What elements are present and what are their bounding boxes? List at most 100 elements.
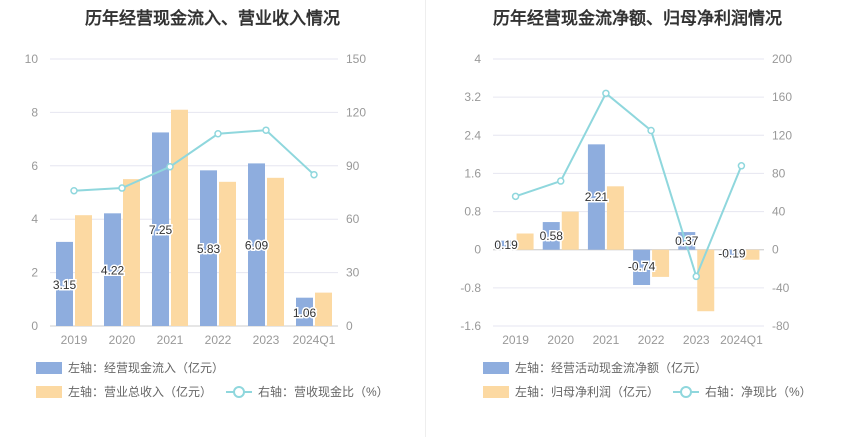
left-tick-label: 10 — [25, 52, 39, 66]
bar-secondary — [75, 215, 92, 326]
left-tick-label: 3.2 — [464, 90, 481, 104]
left-tick-label: 0.8 — [464, 205, 481, 219]
bar-value-label: 3.15 — [53, 278, 77, 292]
bar-primary — [56, 241, 73, 326]
left-tick-label: 8 — [31, 105, 38, 119]
bar-secondary — [652, 249, 670, 277]
x-tick-label: 2024Q1 — [720, 333, 763, 347]
ratio-point — [737, 162, 746, 170]
ratio-line — [73, 129, 315, 192]
bar-secondary — [219, 181, 236, 326]
legend-line-marker — [673, 385, 700, 398]
legend-row-1: 左轴：经营现金流入（亿元） — [36, 359, 238, 376]
legend-label: 右轴：营收现金比（%） — [258, 385, 389, 399]
x-tick-label: 2020 — [547, 333, 574, 347]
right-tick-label: 90 — [346, 159, 360, 173]
bar-secondary — [267, 177, 284, 326]
bar-value-label: 7.25 — [149, 223, 173, 237]
legend-item-net-operating-cash[interactable]: 左轴：经营活动现金流净额（亿元） — [483, 359, 707, 376]
bar-value-label: 6.09 — [245, 239, 269, 253]
legend-row-2: 左轴：营业总收入（亿元） 右轴：营收现金比（%） — [36, 383, 403, 400]
legend-row-1: 左轴：经营活动现金流净额（亿元） — [483, 359, 721, 376]
right-tick-label: -80 — [772, 319, 790, 333]
ratio-point — [310, 170, 318, 179]
bar-secondary — [315, 292, 332, 326]
legend-label: 右轴：净现比（%） — [705, 385, 812, 399]
x-tick-label: 2024Q1 — [293, 333, 336, 347]
legend-swatch — [483, 361, 509, 374]
bar-value-label: -0.19 — [718, 247, 746, 261]
x-tick-label: 2023 — [253, 333, 280, 347]
bar-value-label: 4.22 — [101, 264, 125, 278]
left-tick-label: 2 — [31, 266, 38, 280]
legend-item-net-cash-ratio[interactable]: 右轴：净现比（%） — [673, 383, 812, 400]
x-tick-label: 2023 — [683, 333, 710, 347]
legend-item-revenue[interactable]: 左轴：营业总收入（亿元） — [36, 383, 212, 400]
left-tick-label: 4 — [31, 212, 38, 226]
bar-secondary — [742, 249, 760, 260]
bar-primary — [587, 144, 605, 250]
legend-item-net-profit[interactable]: 左轴：归母净利润（亿元） — [483, 383, 659, 400]
legend-swatch — [36, 385, 62, 398]
right-tick-label: 60 — [346, 212, 360, 226]
ratio-point — [692, 272, 700, 281]
bar-value-label: 0.58 — [540, 229, 564, 243]
bar-value-label: 0.19 — [494, 238, 518, 252]
chart-title: 历年经营现金流净额、归母净利润情况 — [493, 9, 782, 28]
legend-item-revenue-cash-ratio[interactable]: 右轴：营收现金比（%） — [226, 383, 389, 400]
bar-secondary — [697, 249, 715, 312]
chart-panel-cashflow-revenue: 历年经营现金流入、营业收入情况 0 2 4 6 8 10 0 30 60 90 120 150 2019… — [25, 9, 403, 400]
chart-panel-netcash-profit: 历年经营现金流净额、归母净利润情况 -1.6 -0.8 0 0.8 1.6 2.4 3.2 4… — [425, 0, 850, 437]
right-tick-label: 0 — [772, 243, 779, 257]
bar-value-label: 5.83 — [197, 242, 221, 256]
chart-svg: -1.6 -0.8 0 0.8 1.6 2.4 3.2 4 -80 -40 0 40 80 120 160 2… — [460, 52, 792, 347]
x-tick-label: 2019 — [61, 333, 88, 347]
legend-item-cash-inflow[interactable]: 左轴：经营现金流入（亿元） — [36, 359, 224, 376]
x-tick-label: 2019 — [502, 333, 529, 347]
left-tick-label: 4 — [474, 52, 481, 66]
left-tick-label: 6 — [31, 159, 38, 173]
right-tick-label: 30 — [346, 266, 360, 280]
right-tick-label: 160 — [772, 90, 792, 104]
bar-primary — [542, 222, 560, 250]
bar-secondary — [123, 179, 140, 326]
x-tick-label: 2021 — [157, 333, 184, 347]
right-tick-label: 120 — [772, 128, 792, 142]
ratio-point — [602, 89, 610, 98]
bar-primary — [248, 163, 265, 326]
x-tick-label: 2021 — [593, 333, 620, 347]
bar-primary — [104, 213, 121, 326]
bar-secondary — [171, 109, 188, 326]
right-tick-label: 40 — [772, 205, 786, 219]
left-tick-label: 2.4 — [464, 128, 481, 142]
left-tick-label: -0.8 — [460, 281, 481, 295]
right-tick-label: 80 — [772, 166, 786, 180]
legend-label: 左轴：经营现金流入（亿元） — [68, 361, 225, 375]
bar-secondary — [516, 233, 534, 250]
bar-value-label: 2.21 — [585, 190, 609, 204]
bar-primary — [633, 249, 651, 285]
legend-line-marker — [226, 385, 253, 398]
chart-svg: 0 2 4 6 8 10 0 30 60 90 120 150 2019 2020 2021 2022 2023… — [25, 52, 367, 347]
x-tick-label: 2022 — [638, 333, 665, 347]
bar-primary — [678, 232, 696, 250]
bar-primary — [200, 170, 217, 326]
ratio-point — [262, 126, 270, 134]
legend-label: 左轴：营业总收入（亿元） — [68, 385, 213, 399]
bar-value-label: 0.37 — [675, 234, 699, 248]
ratio-point — [647, 126, 655, 135]
bar-primary — [497, 240, 515, 250]
right-tick-label: 0 — [346, 319, 353, 333]
bar-secondary — [561, 211, 579, 250]
bar-primary — [723, 249, 741, 259]
right-tick-label: 150 — [346, 52, 366, 66]
ratio-point — [214, 130, 222, 138]
legend-label: 左轴：归母净利润（亿元） — [515, 385, 660, 399]
left-tick-label: -1.6 — [460, 319, 481, 333]
left-tick-label: 0 — [31, 319, 38, 333]
left-tick-label: 1.6 — [464, 166, 481, 180]
bar-secondary — [606, 186, 624, 250]
legend-swatch — [483, 385, 509, 398]
chart-title: 历年经营现金流入、营业收入情况 — [85, 9, 340, 28]
right-tick-label: 120 — [346, 105, 366, 119]
